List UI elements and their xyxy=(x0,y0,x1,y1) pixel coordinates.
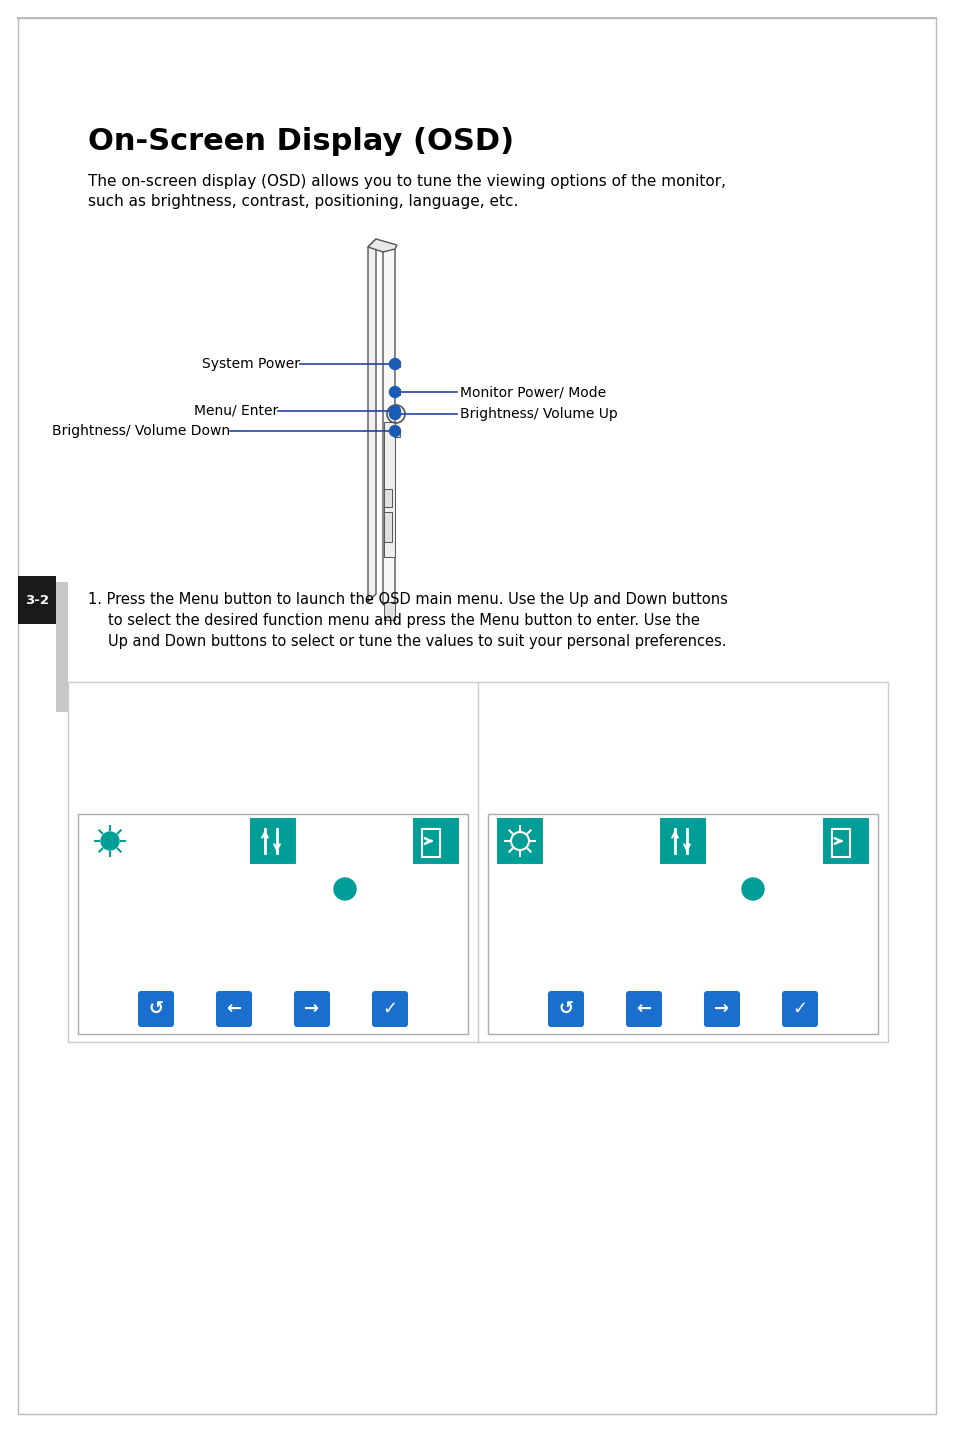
Bar xyxy=(394,390,399,395)
FancyBboxPatch shape xyxy=(294,991,330,1027)
Bar xyxy=(384,422,395,557)
Text: 3-2: 3-2 xyxy=(25,593,49,607)
Bar xyxy=(421,829,439,856)
Text: Menu/ Enter: Menu/ Enter xyxy=(193,404,277,418)
Text: light and dark areas.: light and dark areas. xyxy=(492,707,643,723)
FancyBboxPatch shape xyxy=(18,19,935,1413)
Bar xyxy=(394,361,399,367)
Text: Monitor Power/ Mode: Monitor Power/ Mode xyxy=(459,385,605,400)
Circle shape xyxy=(101,832,119,851)
Text: →: → xyxy=(304,1000,319,1018)
Text: Brightness/Contrast: Brightness/Contrast xyxy=(611,874,754,886)
Text: between light and dark areas: between light and dark areas xyxy=(499,931,675,941)
Bar xyxy=(18,576,56,624)
FancyBboxPatch shape xyxy=(496,818,543,865)
Bar xyxy=(384,601,395,620)
Text: The on-screen display (OSD) allows you to tune the viewing options of the monito: The on-screen display (OSD) allows you t… xyxy=(88,175,725,189)
Bar xyxy=(78,813,468,984)
Polygon shape xyxy=(382,245,395,604)
Circle shape xyxy=(389,387,400,398)
Bar xyxy=(488,813,877,984)
Text: ↑: ↑ xyxy=(204,904,212,916)
Circle shape xyxy=(325,876,351,902)
Bar xyxy=(384,488,392,507)
Text: ↑: ↑ xyxy=(743,904,751,916)
Polygon shape xyxy=(368,239,375,601)
Text: ✓: ✓ xyxy=(382,1000,397,1018)
Text: Brightness/ Volume Up: Brightness/ Volume Up xyxy=(459,407,618,421)
Circle shape xyxy=(389,358,400,369)
Circle shape xyxy=(391,410,400,420)
Bar xyxy=(488,813,877,1034)
Text: Up and Down buttons to select or tune the values to suit your personal preferenc: Up and Down buttons to select or tune th… xyxy=(108,634,726,649)
Text: ↑: ↑ xyxy=(86,871,94,885)
Text: Contrast: Adjusts difference between: Contrast: Adjusts difference between xyxy=(492,690,763,705)
Text: Brightness: Adjusts overall: Brightness: Adjusts overall xyxy=(90,916,258,927)
Circle shape xyxy=(334,878,355,899)
FancyBboxPatch shape xyxy=(781,991,817,1027)
Text: →: → xyxy=(714,1000,729,1018)
Circle shape xyxy=(389,405,400,417)
Bar xyxy=(394,431,399,437)
Text: ↺: ↺ xyxy=(558,1000,573,1018)
Text: screen brightness: screen brightness xyxy=(90,931,196,941)
Text: Brightness/Contrast: Brightness/Contrast xyxy=(201,874,344,886)
Bar xyxy=(68,682,887,1042)
Bar xyxy=(87,818,132,863)
Circle shape xyxy=(741,878,763,899)
Text: ✓: ✓ xyxy=(792,1000,807,1018)
Bar xyxy=(488,984,877,1034)
Text: On-Screen Display (OSD): On-Screen Display (OSD) xyxy=(88,127,514,156)
Text: ←: ← xyxy=(636,1000,651,1018)
FancyBboxPatch shape xyxy=(703,991,740,1027)
Text: ↺: ↺ xyxy=(149,1000,163,1018)
FancyBboxPatch shape xyxy=(659,818,706,865)
Text: Brightness (function available under: Brightness (function available under xyxy=(82,690,349,705)
FancyBboxPatch shape xyxy=(86,818,133,865)
Bar xyxy=(384,513,392,541)
Text: Monitor mode): Adjusts overall screen: Monitor mode): Adjusts overall screen xyxy=(82,707,360,723)
FancyBboxPatch shape xyxy=(821,818,869,865)
Text: brightness.: brightness. xyxy=(82,726,164,740)
Text: Contrast: Adjusts difference: Contrast: Adjusts difference xyxy=(499,916,675,927)
Bar xyxy=(78,813,468,1034)
Bar xyxy=(78,984,468,1034)
Text: such as brightness, contrast, positioning, language, etc.: such as brightness, contrast, positionin… xyxy=(88,193,517,209)
FancyBboxPatch shape xyxy=(372,991,408,1027)
FancyBboxPatch shape xyxy=(412,818,459,865)
Text: System Power: System Power xyxy=(202,357,299,371)
Bar xyxy=(831,829,849,856)
Text: ←: ← xyxy=(226,1000,241,1018)
FancyBboxPatch shape xyxy=(547,991,583,1027)
Text: Brightness/ Volume Down: Brightness/ Volume Down xyxy=(51,424,230,438)
Polygon shape xyxy=(368,239,396,252)
FancyBboxPatch shape xyxy=(138,991,173,1027)
FancyBboxPatch shape xyxy=(625,991,661,1027)
Text: 1. Press the Menu button to launch the OSD main menu. Use the Up and Down button: 1. Press the Menu button to launch the O… xyxy=(88,591,727,607)
Text: to select the desired function menu and press the Menu button to enter. Use the: to select the desired function menu and … xyxy=(108,613,700,629)
Text: ↑: ↑ xyxy=(496,871,503,885)
FancyBboxPatch shape xyxy=(249,818,296,865)
Circle shape xyxy=(389,408,400,420)
Circle shape xyxy=(733,875,761,904)
Bar xyxy=(56,581,68,712)
FancyBboxPatch shape xyxy=(215,991,252,1027)
Circle shape xyxy=(389,425,400,437)
